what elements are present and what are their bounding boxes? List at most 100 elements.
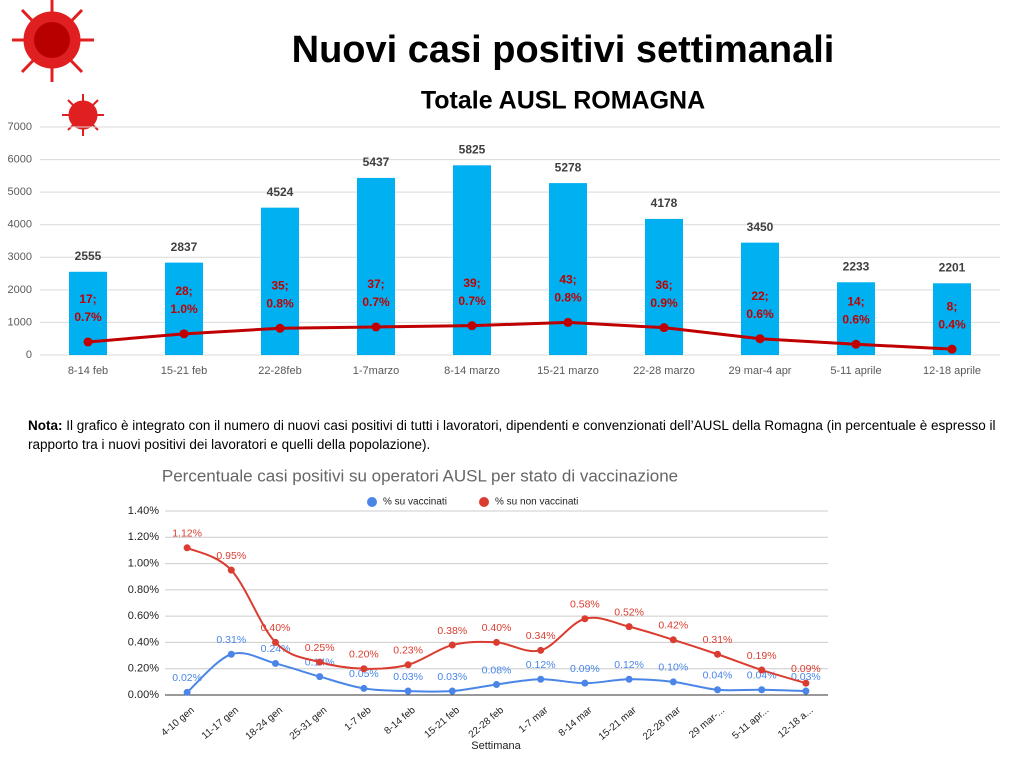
- bar-annotation: 0.8%: [266, 296, 294, 310]
- y-tick-label: 0.20%: [128, 663, 159, 675]
- series-point: [537, 646, 545, 654]
- y-tick-label: 6000: [8, 153, 32, 165]
- bar-annotation: 0.4%: [938, 317, 966, 331]
- series-point: [448, 687, 456, 695]
- data-label: 0.03%: [437, 671, 467, 683]
- bar-value-label: 2555: [75, 249, 102, 263]
- bar-annotation: 37;: [367, 277, 384, 291]
- bar-annotation: 8;: [947, 299, 958, 313]
- bar-annotation: 17;: [79, 292, 96, 306]
- x-tick-label: 15-21 mar: [597, 704, 639, 742]
- data-label: 0.42%: [658, 620, 688, 632]
- bar-value-label: 4524: [267, 185, 294, 199]
- bar-annotation: 43;: [559, 273, 576, 287]
- x-tick-label: 5-11 apr...: [730, 705, 771, 742]
- series-point: [316, 673, 324, 681]
- data-label: 0.34%: [526, 630, 556, 642]
- y-tick-label: 0.80%: [128, 584, 159, 596]
- y-tick-label: 1.40%: [128, 505, 159, 517]
- data-label: 0.10%: [658, 662, 688, 674]
- line-point: [755, 334, 765, 344]
- x-tick-label: 15-21 marzo: [537, 365, 599, 377]
- data-label: 0.09%: [791, 663, 821, 675]
- bar-annotation: 0.9%: [650, 296, 678, 310]
- data-label: 0.40%: [261, 622, 291, 634]
- bar-annotation: 14;: [847, 294, 864, 308]
- series-point: [227, 650, 235, 658]
- line-point: [659, 323, 669, 333]
- line-point: [563, 317, 573, 327]
- line-point: [275, 323, 285, 333]
- x-tick-label: 1-7 feb: [343, 705, 374, 734]
- line-point: [851, 339, 861, 349]
- virus-icon-small: [62, 94, 104, 136]
- data-label: 0.03%: [791, 671, 821, 683]
- series-point: [183, 688, 191, 696]
- data-label: 0.19%: [747, 650, 777, 662]
- series-point: [758, 686, 766, 694]
- data-label: 0.25%: [305, 642, 335, 654]
- data-label: 0.02%: [172, 672, 202, 684]
- legend-swatch: [367, 497, 377, 507]
- y-tick-label: 7000: [8, 121, 32, 133]
- series-point: [802, 687, 810, 695]
- legend-label: % su non vaccinati: [495, 497, 578, 508]
- bar-annotation: 0.7%: [458, 294, 486, 308]
- bar-annotation: 22;: [751, 289, 768, 303]
- x-tick-label: 22-28 mar: [641, 704, 683, 742]
- series-point: [272, 638, 279, 646]
- title: Nuovi casi positivi settimanali: [292, 29, 835, 71]
- data-label: 1.12%: [172, 528, 202, 540]
- bar-annotation: 36;: [655, 278, 672, 292]
- bar-value-label: 5825: [459, 142, 486, 156]
- series-point: [669, 636, 677, 644]
- y-tick-label: 0: [26, 349, 32, 361]
- virus-icon: [12, 0, 94, 82]
- y-tick-label: 1.20%: [128, 531, 159, 543]
- bar-annotation: 1.0%: [170, 302, 198, 316]
- data-label: 0.20%: [349, 648, 379, 660]
- data-label: 0.05%: [349, 668, 379, 680]
- x-tick-label: 29 mar-...: [687, 705, 727, 741]
- series-point: [714, 650, 721, 658]
- data-label: 0.08%: [482, 664, 512, 676]
- y-tick-label: 4000: [8, 219, 32, 231]
- bar: [549, 183, 587, 355]
- series-point: [448, 641, 456, 649]
- legend-label: % su vaccinati: [383, 497, 447, 508]
- series-point: [581, 679, 589, 687]
- x-tick-label: 11-17 gen: [200, 705, 241, 742]
- bar-value-label: 2201: [939, 260, 966, 274]
- line-point: [947, 344, 957, 354]
- subtitle: Totale AUSL ROMAGNA: [421, 87, 705, 115]
- legend-swatch: [479, 497, 489, 507]
- data-label: 0.12%: [526, 659, 556, 671]
- y-tick-label: 5000: [8, 186, 32, 198]
- x-tick-label: 5-11 aprile: [830, 365, 881, 377]
- line: [87, 320, 953, 351]
- series-point: [758, 666, 766, 674]
- data-label: 0.95%: [216, 550, 246, 562]
- y-tick-label: 2000: [8, 284, 32, 296]
- y-tick-label: 0.00%: [128, 689, 159, 701]
- y-tick-label: 0.40%: [128, 636, 159, 648]
- series-line: [186, 546, 807, 685]
- series-point: [714, 686, 721, 694]
- y-tick-label: 0.60%: [128, 610, 159, 622]
- x-tick-label: 22-28 marzo: [633, 365, 695, 377]
- series-point: [537, 675, 545, 683]
- bar: [165, 262, 203, 355]
- series-point: [581, 615, 589, 623]
- x-tick-label: 8-14 mar: [557, 704, 595, 739]
- data-label: 0.40%: [482, 622, 512, 634]
- data-label: 0.23%: [393, 645, 423, 657]
- note-label: Nota:: [28, 418, 63, 433]
- series-point: [625, 623, 633, 631]
- series-point: [493, 680, 500, 688]
- bar-value-label: 5278: [555, 160, 582, 174]
- bar-value-label: 5437: [363, 155, 390, 169]
- bar-annotation: 0.8%: [554, 291, 582, 305]
- data-label: 0.52%: [614, 606, 644, 618]
- series-point: [404, 687, 412, 695]
